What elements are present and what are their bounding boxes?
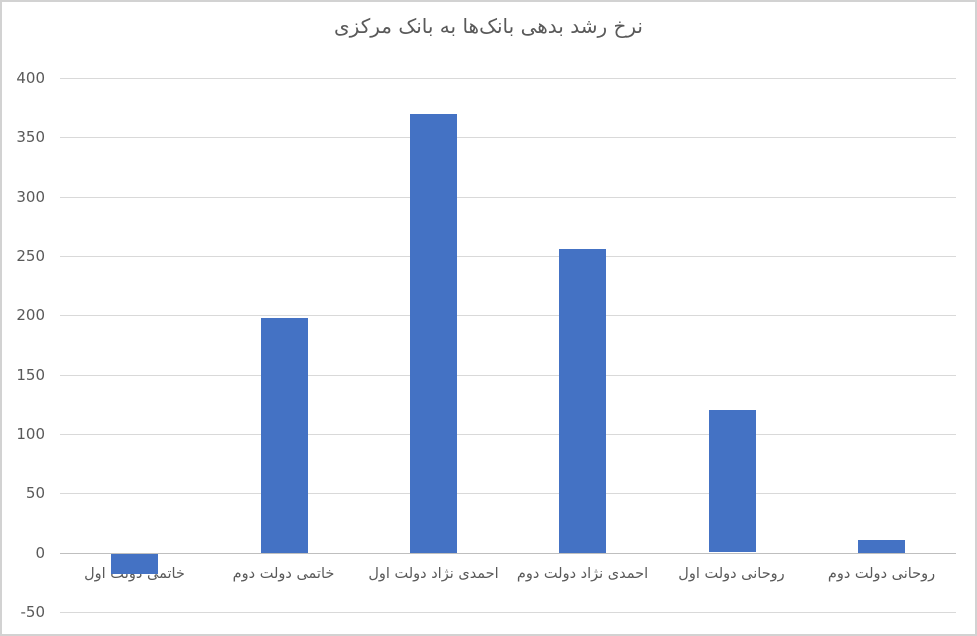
bar	[410, 114, 457, 553]
gridline	[60, 137, 956, 138]
gridline	[60, 493, 956, 494]
x-axis-line	[60, 553, 956, 554]
y-tick-label: 0	[35, 544, 45, 562]
x-category-label: روحانی دولت دوم	[827, 566, 936, 582]
x-category-label: خاتمی دولت دوم	[232, 566, 335, 582]
gridline	[60, 78, 956, 79]
y-tick-label: 200	[16, 306, 45, 324]
y-tick-label: -50	[20, 603, 46, 621]
chart-title: نرخ رشد بدهی بانک‌ها به بانک مرکزی	[334, 14, 643, 38]
y-tick-label: 50	[25, 484, 45, 502]
x-category-label: خاتمی دولت اول	[84, 566, 185, 582]
x-category-label: احمدی نژاد دولت دوم	[516, 566, 649, 582]
gridline	[60, 434, 956, 435]
gridline	[60, 197, 956, 198]
bar	[111, 554, 158, 574]
x-category-label: احمدی نژاد دولت اول	[368, 566, 499, 582]
bar	[709, 410, 756, 552]
gridline	[60, 375, 956, 376]
y-tick-label: 350	[16, 128, 45, 146]
y-tick-label: 100	[16, 425, 45, 443]
gridline	[60, 256, 956, 257]
y-tick-label: 250	[16, 247, 45, 265]
gridline	[60, 315, 956, 316]
gridline	[60, 612, 956, 613]
y-tick-label: 400	[16, 69, 45, 87]
bar	[559, 249, 606, 553]
bar	[261, 318, 308, 553]
x-category-label: روحانی دولت اول	[678, 566, 785, 582]
y-tick-label: 150	[16, 366, 45, 384]
y-tick-label: 300	[16, 188, 45, 206]
bar	[858, 540, 905, 553]
